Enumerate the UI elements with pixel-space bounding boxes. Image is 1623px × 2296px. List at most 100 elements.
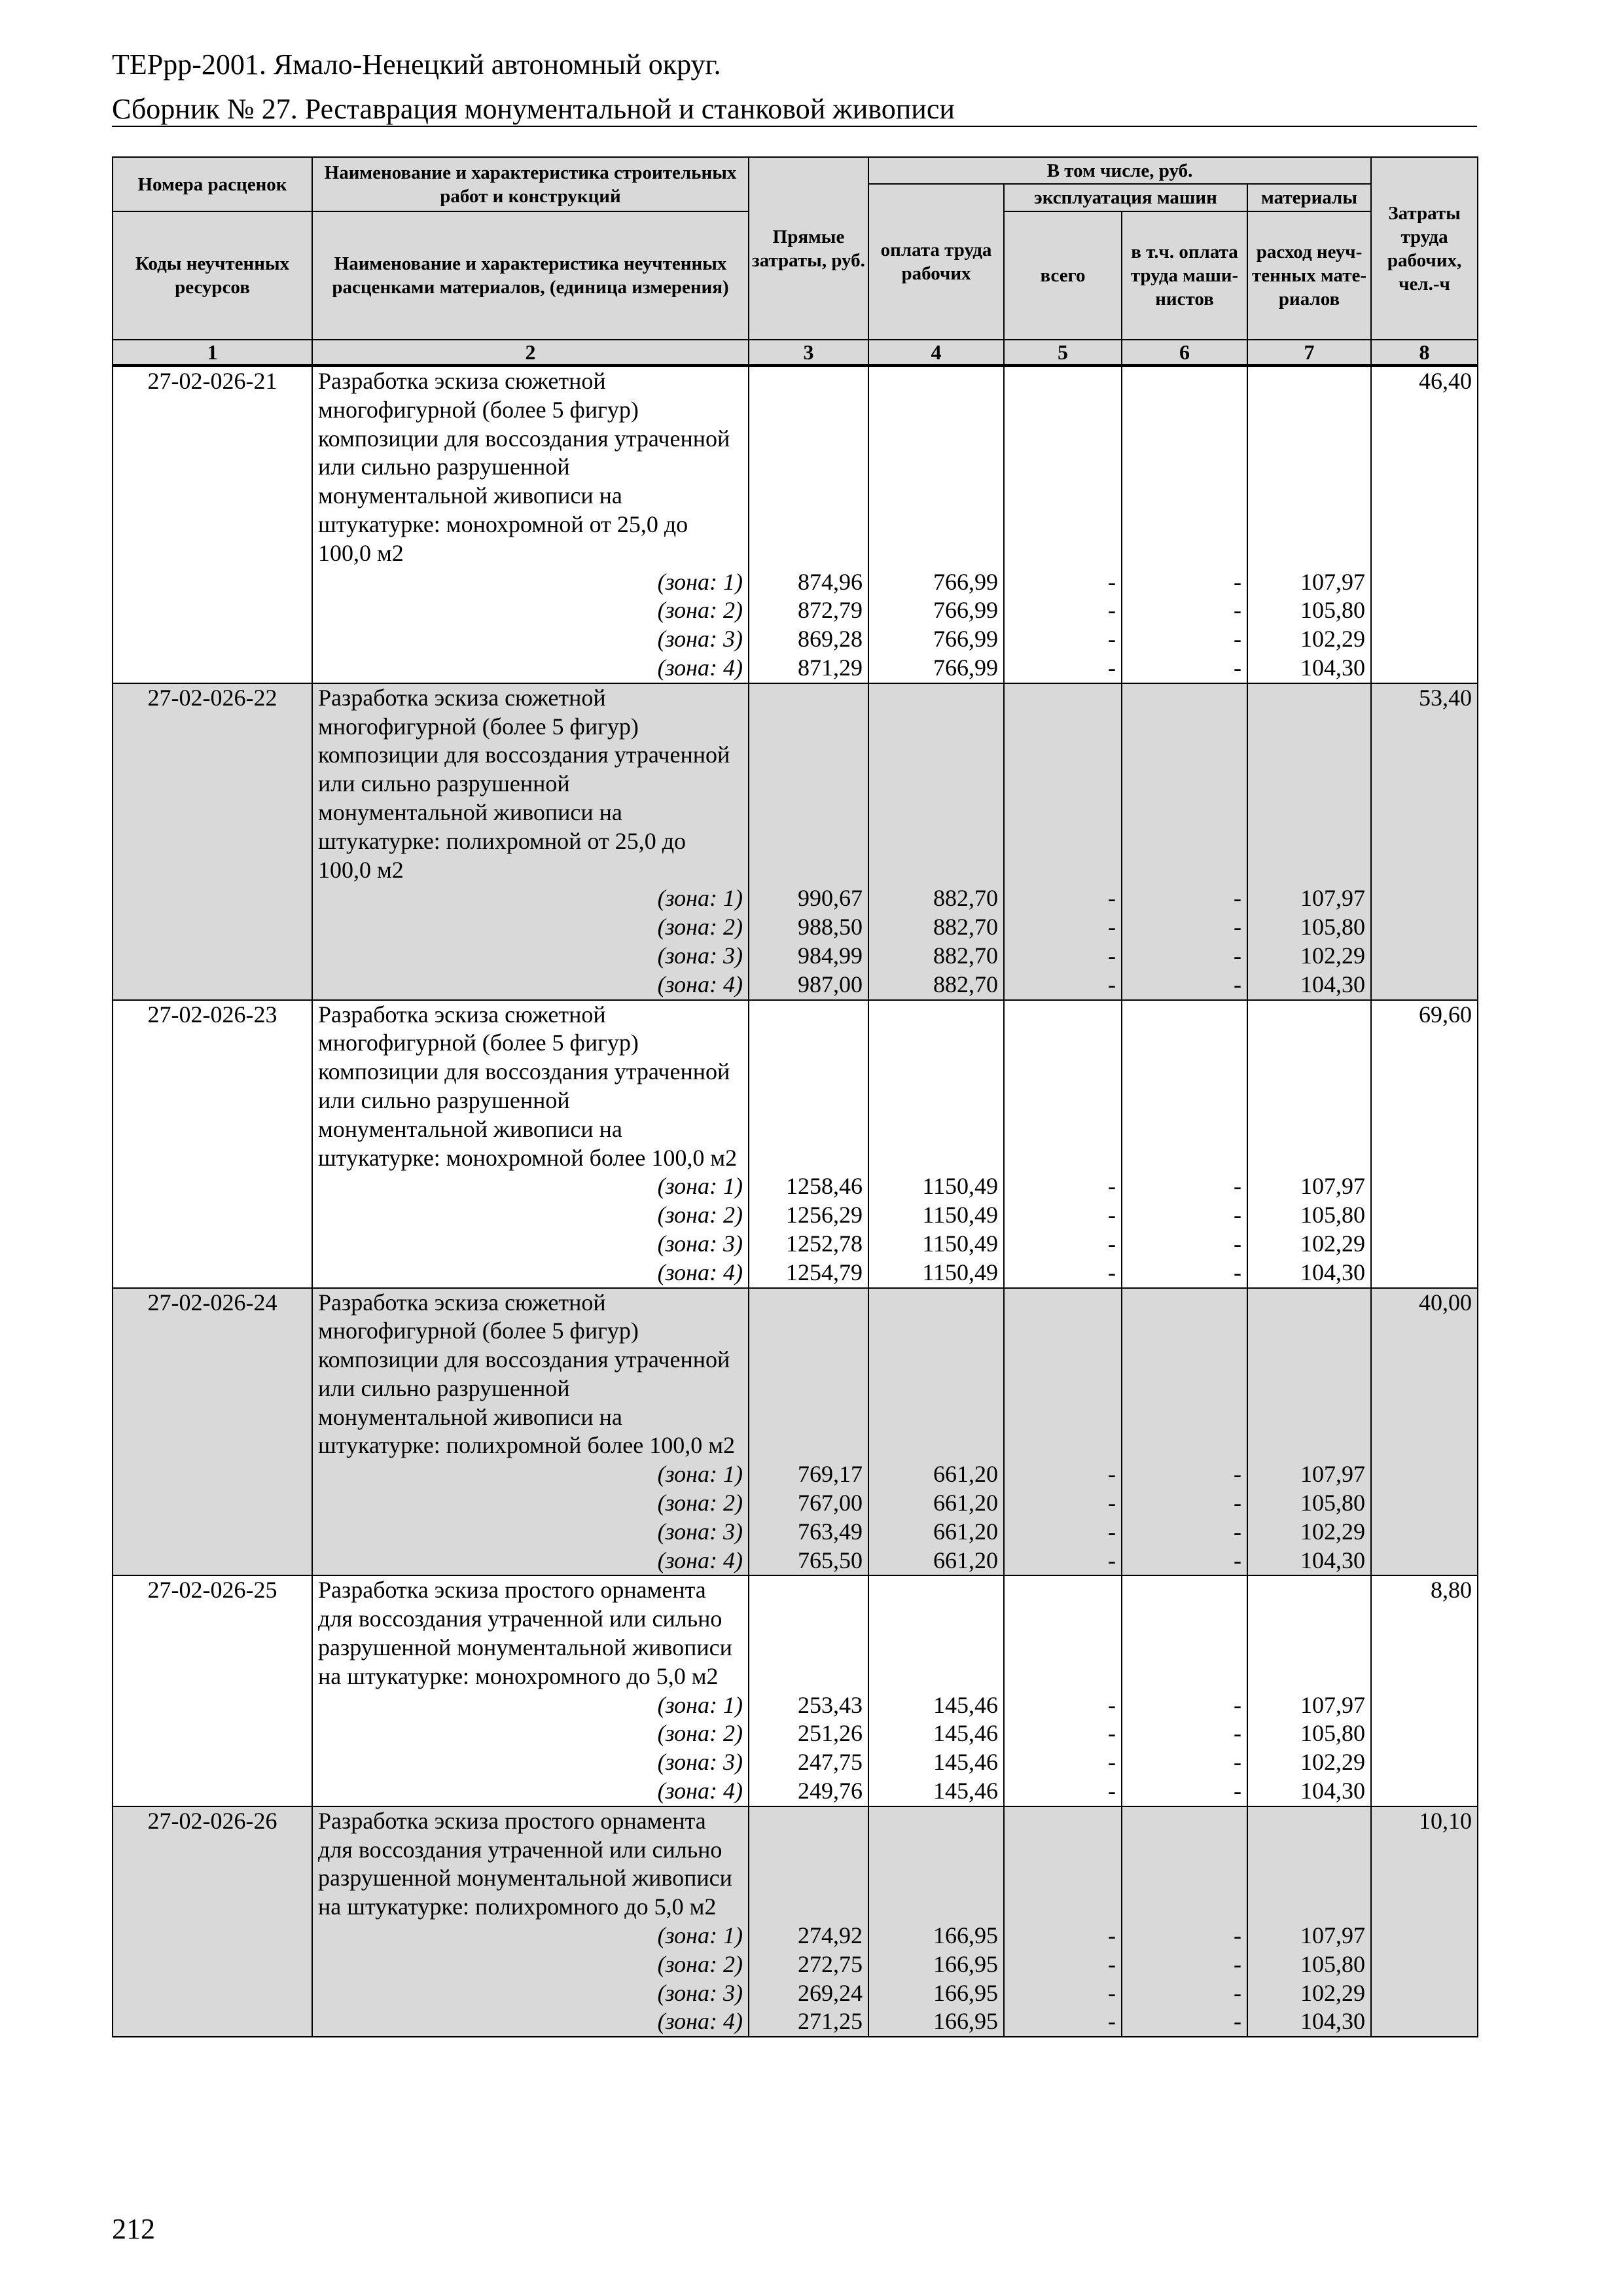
worker-wages: 882,70 [868, 913, 1005, 942]
zone-label: (зона: 1) [312, 884, 749, 914]
col7-header: расход неуч-тенных мате-риалов [1246, 211, 1372, 340]
machine-total: - [1003, 567, 1122, 597]
header-rule [112, 126, 1477, 127]
machine-total: - [1003, 596, 1122, 626]
direct-cost: 987,00 [748, 970, 869, 1000]
col4-header: оплата труда рабочих [868, 183, 1005, 340]
direct-cost: 869,28 [748, 625, 869, 654]
machine-total: - [1003, 625, 1122, 654]
machine-total: - [1003, 1979, 1122, 2008]
worker-wages: 145,46 [868, 1719, 1005, 1749]
machine-total: - [1003, 653, 1122, 683]
machinist-wages: - [1121, 970, 1248, 1000]
zone-row: (зона: 4) 1254,79 1150,49- -104,30 [113, 1258, 1478, 1288]
worker-wages: 766,99 [868, 596, 1005, 626]
rate-description: Разработка эскиза сюжетной многофигурной… [312, 1287, 749, 1461]
materials-cost: 107,97 [1246, 1922, 1372, 1950]
empty-cell [1246, 683, 1372, 885]
zone-row: (зона: 4) 271,25 166,95- -104,30 [113, 2007, 1478, 2037]
worker-wages: 166,95 [868, 1922, 1005, 1950]
zone-label: (зона: 4) [312, 2007, 749, 2037]
empty-cell [1003, 1575, 1122, 1691]
materials-cost: 102,29 [1246, 1517, 1372, 1547]
materials-cost: 104,30 [1246, 1258, 1372, 1288]
materials-cost: 107,97 [1246, 884, 1372, 914]
rate-description: Разработка эскиза сюжетной многофигурной… [312, 999, 749, 1173]
zone-row: (зона: 1) 253,43 145,46- -107,97 [113, 1691, 1478, 1720]
rate-entry: 27-02-026-22 Разработка эскиза сюжетной м… [112, 683, 1479, 1000]
zone-label: (зона: 4) [312, 1546, 749, 1576]
machine-total: - [1003, 1229, 1122, 1259]
direct-cost: 274,92 [748, 1922, 869, 1950]
materials-cost: 107,97 [1246, 1172, 1372, 1202]
column-number: 8 [1370, 339, 1479, 367]
zone-label: (зона: 3) [312, 1979, 749, 2008]
machinist-wages: - [1121, 1922, 1248, 1950]
zone-label: (зона: 3) [312, 941, 749, 971]
direct-cost: 990,67 [748, 884, 869, 914]
empty-cell [1246, 365, 1372, 568]
empty-cell [1246, 1575, 1372, 1691]
rate-entry: 27-02-026-26 Разработка эскиза простого о… [112, 1806, 1479, 2037]
rate-entry: 27-02-026-23 Разработка эскиза сюжетной м… [112, 999, 1479, 1288]
zone-row: (зона: 4) 765,50 661,20- -104,30 [113, 1546, 1478, 1576]
empty-cell [748, 365, 869, 568]
empty-cell [1121, 683, 1248, 885]
worker-wages: 166,95 [868, 2007, 1005, 2037]
machine-total: - [1003, 1748, 1122, 1778]
direct-cost: 271,25 [748, 2007, 869, 2037]
materials-cost: 104,30 [1246, 653, 1372, 683]
machine-total: - [1003, 1172, 1122, 1202]
labor-cost: 10,10 [1370, 1806, 1479, 2037]
entry-main-row: 27-02-026-23 Разработка эскиза сюжетной м… [112, 999, 1479, 1288]
materials-cost: 107,97 [1246, 1691, 1372, 1720]
zone-label: (зона: 2) [312, 1489, 749, 1518]
machinist-wages: - [1121, 1777, 1248, 1806]
col1-header-top: Номера расценок [112, 156, 313, 212]
machine-total: - [1003, 1258, 1122, 1288]
zone-row: (зона: 3) 1252,78 1150,49- -102,29 [113, 1229, 1478, 1259]
zone-row: (зона: 2) 272,75 166,95- -105,80 [113, 1950, 1478, 1979]
worker-wages: 766,99 [868, 567, 1005, 597]
zone-row: (зона: 3) 869,28 766,99- -102,29 [113, 625, 1478, 654]
machine-total: - [1003, 1719, 1122, 1749]
zone-label: (зона: 2) [312, 1201, 749, 1230]
worker-wages: 661,20 [868, 1517, 1005, 1547]
empty-cell [1121, 365, 1248, 568]
entry-main-row: 27-02-026-26 Разработка эскиза простого о… [112, 1806, 1479, 2037]
worker-wages: 166,95 [868, 1950, 1005, 1979]
machine-total: - [1003, 1950, 1122, 1979]
worker-wages: 145,46 [868, 1748, 1005, 1778]
machinist-wages: - [1121, 1489, 1248, 1518]
rate-code: 27-02-026-26 [112, 1806, 313, 2037]
materials-cost: 102,29 [1246, 941, 1372, 971]
rate-entry: 27-02-026-25 Разработка эскиза простого о… [112, 1575, 1479, 1806]
worker-wages: 1150,49 [868, 1229, 1005, 1259]
machine-total: - [1003, 941, 1122, 971]
machinist-wages: - [1121, 1691, 1248, 1720]
machine-total: - [1003, 913, 1122, 942]
col3-header: Прямые затраты, руб. [748, 156, 869, 340]
worker-wages: 166,95 [868, 1979, 1005, 2008]
direct-cost: 249,76 [748, 1777, 869, 1806]
machine-total: - [1003, 1691, 1122, 1720]
machine-total: - [1003, 970, 1122, 1000]
rate-code: 27-02-026-21 [112, 365, 313, 683]
col2-header-top: Наименование и характеристика строительн… [312, 156, 749, 212]
col5-header: всего [1003, 211, 1122, 340]
col8-header: Затраты труда рабочих, чел.-ч [1370, 156, 1479, 340]
materials-cost: 105,80 [1246, 1489, 1372, 1518]
direct-cost: 247,75 [748, 1748, 869, 1778]
worker-wages: 661,20 [868, 1489, 1005, 1518]
running-header-line1: ТЕРрр-2001. Ямало-Ненецкий автономный ок… [112, 48, 721, 81]
zone-row: (зона: 3) 984,99 882,70- -102,29 [113, 941, 1478, 971]
machinist-wages: - [1121, 596, 1248, 626]
empty-cell [1003, 1806, 1122, 1922]
zone-row: (зона: 3) 763,49 661,20- -102,29 [113, 1517, 1478, 1547]
empty-cell [1121, 1806, 1248, 1922]
direct-cost: 1256,29 [748, 1201, 869, 1230]
worker-wages: 145,46 [868, 1691, 1005, 1720]
materials-cost: 105,80 [1246, 913, 1372, 942]
empty-cell [1121, 1287, 1248, 1461]
machinist-wages: - [1121, 653, 1248, 683]
